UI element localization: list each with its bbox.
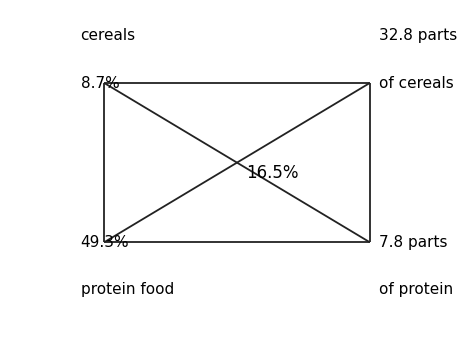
- Text: 8.7%: 8.7%: [81, 75, 119, 91]
- Text: 7.8 parts: 7.8 parts: [379, 235, 448, 250]
- Text: of protein: of protein: [379, 282, 453, 297]
- Text: 32.8 parts: 32.8 parts: [379, 28, 457, 43]
- Text: protein food: protein food: [81, 282, 174, 297]
- Text: 49.3%: 49.3%: [81, 235, 129, 250]
- Text: 16.5%: 16.5%: [246, 164, 299, 182]
- Text: cereals: cereals: [81, 28, 136, 43]
- Text: of cereals: of cereals: [379, 75, 454, 91]
